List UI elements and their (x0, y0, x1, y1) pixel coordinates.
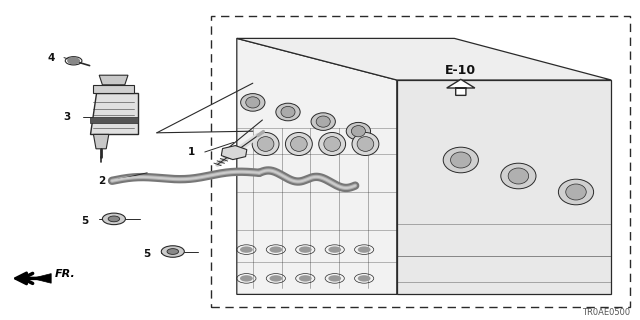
Circle shape (299, 275, 312, 282)
Ellipse shape (276, 103, 300, 121)
Ellipse shape (252, 132, 279, 156)
Text: 3: 3 (63, 112, 70, 122)
Circle shape (108, 216, 120, 222)
Ellipse shape (443, 147, 479, 173)
Text: 1: 1 (188, 147, 195, 157)
Ellipse shape (500, 163, 536, 189)
Text: E-10: E-10 (445, 64, 476, 77)
Ellipse shape (508, 168, 529, 184)
Polygon shape (32, 274, 51, 283)
Ellipse shape (285, 132, 312, 156)
Polygon shape (397, 80, 611, 294)
Polygon shape (93, 85, 134, 93)
Polygon shape (237, 38, 397, 294)
Circle shape (269, 246, 282, 253)
Ellipse shape (357, 137, 374, 151)
Text: 2: 2 (99, 176, 106, 186)
Ellipse shape (352, 132, 379, 156)
Ellipse shape (451, 152, 471, 168)
Text: TR0AE0500: TR0AE0500 (582, 308, 630, 317)
Ellipse shape (558, 179, 594, 205)
Ellipse shape (257, 137, 274, 151)
Ellipse shape (351, 125, 365, 137)
Polygon shape (221, 146, 247, 160)
Ellipse shape (324, 137, 340, 151)
Circle shape (299, 246, 312, 253)
Ellipse shape (241, 93, 265, 111)
Polygon shape (237, 38, 611, 80)
Circle shape (68, 58, 79, 64)
Circle shape (102, 213, 125, 225)
Bar (90, 117, 138, 123)
Text: 5: 5 (81, 216, 88, 226)
Bar (211, 16, 630, 307)
Circle shape (161, 246, 184, 257)
Circle shape (240, 246, 253, 253)
Circle shape (358, 246, 371, 253)
Circle shape (328, 246, 341, 253)
Text: FR.: FR. (54, 268, 75, 279)
Ellipse shape (319, 132, 346, 156)
Circle shape (240, 275, 253, 282)
Ellipse shape (281, 106, 295, 117)
Circle shape (167, 249, 179, 254)
Ellipse shape (316, 116, 330, 127)
Ellipse shape (291, 137, 307, 151)
Polygon shape (90, 93, 138, 134)
Polygon shape (447, 79, 475, 95)
Polygon shape (93, 134, 109, 149)
Polygon shape (99, 75, 128, 85)
Circle shape (358, 275, 371, 282)
Ellipse shape (346, 122, 371, 140)
Text: 5: 5 (143, 249, 150, 260)
Text: 4: 4 (47, 52, 54, 63)
Circle shape (269, 275, 282, 282)
Ellipse shape (566, 184, 586, 200)
Circle shape (328, 275, 341, 282)
Ellipse shape (311, 113, 335, 130)
Ellipse shape (246, 97, 260, 108)
